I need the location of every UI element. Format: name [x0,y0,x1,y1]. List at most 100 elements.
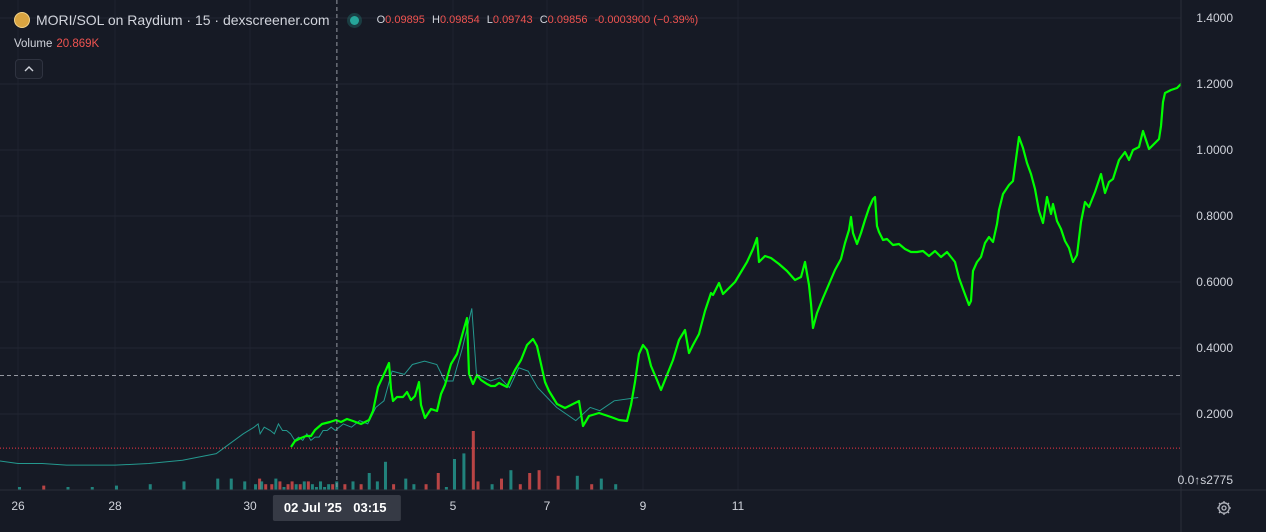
volume-bar [290,481,294,490]
price-tick-label: 0.4000 [1196,341,1233,355]
volume-bar [471,431,475,490]
volume-bar [424,484,428,490]
volume-bar [270,484,274,490]
volume-bar [260,481,264,490]
crosshair-date-label: 02 Jul '25 [284,500,342,515]
time-tick-label: 30 [243,499,257,513]
price-tick-label: 1.0000 [1196,143,1233,157]
change-value: -0.0003900 (−0.39%) [594,14,699,26]
volume-bar [115,485,118,490]
vertical-grid-lines [17,0,739,490]
volume-bar [18,487,21,490]
volume-bar [528,473,532,490]
volume-bars [18,431,618,490]
volume-bar [599,478,603,490]
volume-bar [343,484,347,490]
volume-bar [436,473,440,490]
volume-bar [282,487,286,490]
volume-bar [42,485,46,490]
volume-bar [310,484,314,490]
volume-bar [500,478,503,490]
volume-bar [392,484,396,490]
volume-bar [258,478,262,490]
time-tick-label: 11 [732,499,745,513]
volume-value: 20.869K [56,38,100,50]
volume-bar [323,487,327,490]
grid-lines [0,17,1181,415]
volume-bar [331,484,335,490]
price-tick-label: 0.6000 [1196,275,1233,289]
volume-bar [327,484,331,490]
volume-bar [375,481,379,490]
volume-bar [537,470,541,490]
early-price-line [0,308,639,466]
chart-header: MORI/SOL on Raydium · 15 · dexscreener.c… [14,12,702,28]
volume-bar [412,484,416,490]
crosshair-time-label: 03:15 [353,500,386,515]
price-axis[interactable]: 1.4000 1.2000 1.0000 0.8000 0.6000 0.4000 0.20… [1178,0,1266,532]
volume-bar [476,481,480,490]
volume-bar [302,481,306,490]
volume-bar [216,478,220,490]
time-axis[interactable]: 26 28 30 5 7 9 11 [0,489,1266,513]
volume-bar [518,484,522,490]
symbol-title[interactable]: MORI/SOL on Raydium · 15 · dexscreener.c… [36,12,330,28]
volume-bar [367,473,371,490]
price-axis-bg [1181,0,1266,532]
high-value: 0.09854 [439,14,480,26]
price-line [290,5,1207,448]
volume-bar [383,461,387,490]
volume-bar [614,484,618,490]
time-tick-label: 28 [108,499,122,513]
volume-bar [306,481,310,490]
volume-bar [286,484,290,490]
volume-bar [556,475,560,490]
volume-bar [490,484,494,490]
high-label: H [431,14,440,26]
time-tick-label: 5 [450,499,457,513]
volume-bar [278,481,282,490]
time-tick-label: 7 [544,499,551,513]
volume-bar [590,484,594,490]
crosshair-time-tag [272,495,401,521]
time-tick-label: 9 [640,499,647,513]
price-tick-label: 1.4000 [1196,11,1233,25]
volume-bar [453,459,456,490]
open-label: O [376,14,386,26]
collapse-legend-button[interactable] [15,59,43,79]
chart-settings-button[interactable] [1214,498,1234,518]
volume-bar [319,481,323,490]
volume-bar [229,478,233,490]
market-status-icon [349,15,359,25]
volume-bar [404,478,408,490]
chevron-up-icon [24,66,34,72]
volume-bar [66,487,70,490]
price-tick-label: 0.0↑s2775 [1178,473,1234,487]
token-logo-icon [14,12,30,28]
close-label: C [539,14,548,26]
volume-bar [264,484,268,490]
volume-label: Volume [14,38,53,50]
volume-bar [254,484,258,490]
volume-bar [509,470,513,490]
volume-bar [351,481,355,490]
open-value: 0.09895 [385,14,425,26]
volume-bar [182,481,186,490]
low-value: 0.09743 [492,14,533,26]
price-tick-label: 0.2000 [1196,407,1233,421]
price-tick-label: 0.8000 [1196,209,1233,223]
volume-bar [359,484,363,490]
close-value: 0.09856 [547,14,588,26]
volume-bar [298,484,302,490]
volume-bar [462,453,466,490]
volume-bar [294,484,298,490]
volume-bar [274,478,278,490]
price-tick-label: 1.2000 [1196,77,1233,91]
gear-icon [1217,501,1231,515]
ohlc-readout: O0.09895 H0.09854 L0.09743 C0.09856 -0.0… [377,14,703,26]
volume-legend: Volume 20.869K [14,38,99,50]
volume-bar [90,487,94,490]
volume-bar [243,481,247,490]
price-series [0,5,1207,466]
